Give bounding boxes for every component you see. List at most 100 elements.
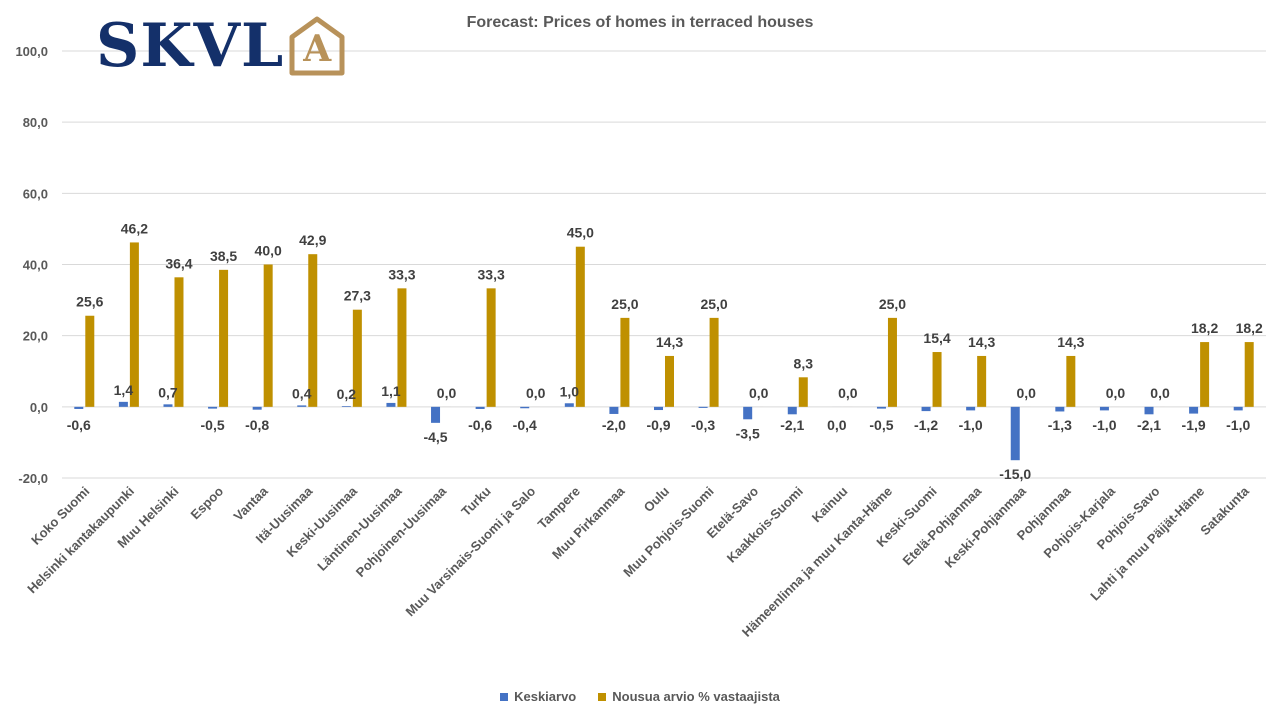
bar-nousua xyxy=(620,317,630,407)
bar-nousua xyxy=(1244,342,1254,407)
data-label-nousua: 14,3 xyxy=(656,334,683,350)
bar-keskiarvo xyxy=(520,406,530,409)
data-label-keskiarvo: 0,0 xyxy=(827,417,847,433)
data-label-nousua: 33,3 xyxy=(478,266,505,282)
data-label-keskiarvo: -1,0 xyxy=(1092,417,1116,433)
data-label-keskiarvo: -4,5 xyxy=(423,429,447,445)
data-label-nousua: 46,2 xyxy=(121,220,148,236)
bar-nousua xyxy=(397,288,407,407)
data-label-keskiarvo: -1,3 xyxy=(1048,417,1072,433)
data-label-nousua: 0,0 xyxy=(1106,385,1126,401)
data-label-keskiarvo: -3,5 xyxy=(736,425,760,441)
bar-keskiarvo xyxy=(74,406,84,409)
x-tick-label: Muu Pohjois-Suomi xyxy=(620,484,716,580)
data-label-nousua: 0,0 xyxy=(749,385,769,401)
x-tick-label: Kainuu xyxy=(809,483,851,525)
y-tick-label: 40,0 xyxy=(23,258,48,273)
data-label-keskiarvo: 1,1 xyxy=(381,383,401,399)
bar-keskiarvo xyxy=(1233,406,1243,411)
x-tick-label: Keski-Pohjanmaa xyxy=(942,483,1030,571)
chart-title: Forecast: Prices of homes in terraced ho… xyxy=(467,14,814,31)
x-tick-label: Etelä-Pohjanmaa xyxy=(900,483,985,568)
y-tick-label: 80,0 xyxy=(23,115,48,130)
x-tick-label: Läntinen-Uusimaa xyxy=(314,483,405,574)
data-label-keskiarvo: -2,0 xyxy=(602,417,626,433)
data-label-nousua: 18,2 xyxy=(1191,320,1218,336)
data-label-nousua: 25,0 xyxy=(700,296,727,312)
data-label-keskiarvo: 0,7 xyxy=(158,384,178,400)
legend: Keskiarvo Nousua arvio % vastaajista xyxy=(0,689,1280,704)
data-label-keskiarvo: -1,9 xyxy=(1182,417,1206,433)
data-label-nousua: 14,3 xyxy=(968,334,995,350)
x-tick-label: Oulu xyxy=(641,483,673,515)
data-label-keskiarvo: -0,5 xyxy=(869,417,893,433)
data-label-nousua: 0,0 xyxy=(1150,385,1170,401)
bar-nousua xyxy=(887,317,897,407)
y-tick-label: 20,0 xyxy=(23,329,48,344)
bar-nousua xyxy=(1066,355,1076,407)
bar-keskiarvo xyxy=(966,406,976,411)
y-tick-label: 0,0 xyxy=(30,400,48,415)
bar-keskiarvo xyxy=(1099,406,1109,411)
data-label-keskiarvo: -0,4 xyxy=(513,417,537,433)
x-tick-label: Satakunta xyxy=(1197,483,1252,538)
data-label-nousua: 40,0 xyxy=(255,243,282,259)
data-label-nousua: 15,4 xyxy=(923,330,950,346)
x-tick-label: Vantaa xyxy=(231,483,272,524)
legend-swatch xyxy=(598,692,607,701)
bar-nousua xyxy=(263,264,273,407)
bar-keskiarvo xyxy=(386,402,396,407)
bar-nousua xyxy=(709,317,719,407)
data-label-keskiarvo: 0,2 xyxy=(337,386,357,402)
bar-keskiarvo xyxy=(341,406,351,407)
data-label-nousua: 27,3 xyxy=(344,288,371,304)
data-label-nousua: 25,0 xyxy=(611,296,638,312)
data-label-keskiarvo: -1,0 xyxy=(1226,417,1250,433)
data-label-keskiarvo: -1,0 xyxy=(959,417,983,433)
legend-swatch xyxy=(500,692,509,701)
bar-keskiarvo xyxy=(921,406,931,412)
house-icon: A xyxy=(288,15,346,77)
bar-keskiarvo xyxy=(564,403,574,407)
data-label-keskiarvo: -1,2 xyxy=(914,417,938,433)
bar-nousua xyxy=(486,288,496,407)
bar-keskiarvo xyxy=(1010,406,1020,461)
bar-keskiarvo xyxy=(118,401,128,407)
data-label-nousua: 0,0 xyxy=(1017,385,1037,401)
data-label-nousua: 45,0 xyxy=(567,225,594,241)
data-label-nousua: 0,0 xyxy=(437,385,457,401)
bar-keskiarvo xyxy=(475,406,485,409)
x-tick-label: Kaakkois-Suomi xyxy=(724,484,806,566)
bar-keskiarvo xyxy=(743,406,753,420)
bar-keskiarvo xyxy=(609,406,619,414)
bar-nousua xyxy=(932,352,942,407)
data-label-keskiarvo: -0,3 xyxy=(691,417,715,433)
bar-nousua xyxy=(798,377,808,407)
bar-keskiarvo xyxy=(654,406,663,411)
legend-item-keskiarvo: Keskiarvo xyxy=(500,689,576,704)
bar-keskiarvo xyxy=(698,406,708,408)
bar-nousua xyxy=(1200,342,1210,407)
bar-nousua xyxy=(352,309,362,407)
bar-nousua xyxy=(219,269,229,407)
data-label-nousua: 38,5 xyxy=(210,248,237,264)
bar-keskiarvo xyxy=(1144,406,1154,415)
x-tick-label: Turku xyxy=(458,483,494,519)
bar-keskiarvo xyxy=(431,406,441,423)
x-tick-label: Espoo xyxy=(187,483,226,522)
data-label-keskiarvo: -0,8 xyxy=(245,417,269,433)
data-label-nousua: 0,0 xyxy=(526,385,546,401)
data-label-keskiarvo: -0,6 xyxy=(67,417,91,433)
data-label-nousua: 14,3 xyxy=(1057,334,1084,350)
x-tick-label: Pohjoinen-Uusimaa xyxy=(353,483,450,580)
logo-text: SKVL xyxy=(96,11,285,81)
data-label-nousua: 36,4 xyxy=(165,255,192,271)
data-label-keskiarvo: -15,0 xyxy=(999,466,1031,482)
bar-nousua xyxy=(85,315,95,407)
grid xyxy=(62,50,1266,479)
y-axis-tick-labels: -20,0 0,0 20,0 40,0 60,0 80,0 100,0 xyxy=(15,44,48,486)
bar-nousua xyxy=(174,277,184,407)
data-labels: -0,6 25,6 1,4 46,2 0,7 36,4 -0,5 38,5 -0,8 40,0 0,… xyxy=(67,220,1263,482)
